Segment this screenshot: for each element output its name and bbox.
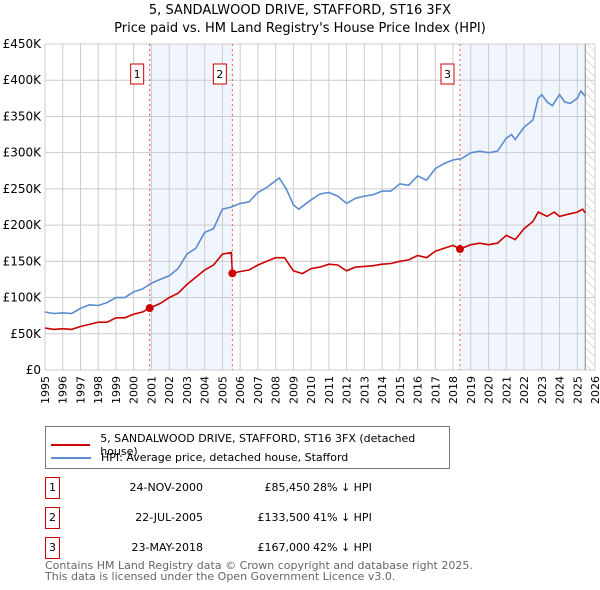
transaction-badge: 2: [45, 507, 60, 529]
y-tick-label: £250K: [3, 182, 43, 196]
x-tick-label: 2007: [252, 376, 265, 404]
y-tick-label: £150K: [3, 254, 43, 268]
transaction-date: 23-MAY-2018: [131, 541, 203, 554]
footer: Contains HM Land Registry data © Crown c…: [45, 560, 473, 582]
x-tick-label: 2012: [341, 376, 354, 404]
y-tick-label: £350K: [3, 109, 43, 123]
transaction-delta: 41% ↓ HPI: [313, 511, 372, 524]
x-tick-label: 1995: [39, 376, 52, 404]
legend-label: HPI: Average price, detached house, Staf…: [101, 451, 349, 464]
x-tick-label: 2014: [376, 376, 389, 404]
transaction-date: 22-JUL-2005: [135, 511, 203, 524]
hpi-line: [44, 89, 586, 315]
sale-label: 1: [134, 68, 141, 81]
x-tick-label: 2020: [483, 376, 496, 404]
legend: 5, SANDALWOOD DRIVE, STAFFORD, ST16 3FX …: [45, 426, 450, 469]
sale-period-shade: [459, 44, 586, 370]
x-tick-label: 2000: [128, 376, 141, 404]
transaction-price: £167,000: [257, 541, 311, 554]
legend-swatch-blue: [51, 456, 91, 459]
transaction-row: 2 22-JUL-2005 £133,500 41% ↓ HPI: [45, 507, 465, 529]
transaction-row: 1 24-NOV-2000 £85,450 28% ↓ HPI: [45, 477, 465, 499]
x-tick-label: 2018: [447, 376, 460, 404]
y-tick-label: £0: [26, 363, 41, 377]
x-tick-label: 2009: [287, 376, 300, 404]
sale-point: [455, 245, 464, 254]
transaction-badge: 3: [45, 537, 60, 559]
x-tick-label: 2026: [589, 376, 600, 404]
sale-label-box: [212, 63, 227, 85]
x-tick-label: 2023: [536, 376, 549, 404]
chart-title: 5, SANDALWOOD DRIVE, STAFFORD, ST16 3FX: [148, 3, 452, 18]
price-chart: 1995 1996 1997 1998 1999 2000 2001 2002 2003 2004…: [3, 37, 600, 404]
y-tick-label: £200K: [3, 218, 43, 232]
future-hatch: [585, 44, 595, 370]
footer-licence: This data is licensed under the Open Gov…: [45, 570, 396, 583]
x-tick-label: 2022: [518, 376, 531, 404]
x-tick-label: 2019: [465, 376, 478, 404]
sale-label: 2: [216, 68, 223, 81]
y-tick-label: £300K: [3, 146, 43, 160]
x-tick-label: 1998: [92, 376, 105, 404]
transaction-date: 24-NOV-2000: [129, 481, 203, 494]
x-tick-label: 2002: [163, 376, 176, 404]
sale-label-box: [130, 63, 145, 85]
transaction-row: 3 23-MAY-2018 £167,000 42% ↓ HPI: [45, 537, 465, 559]
x-tick-label: 2003: [181, 376, 194, 404]
legend-label: 5, SANDALWOOD DRIVE, STAFFORD, ST16 3FX …: [100, 432, 416, 458]
x-tick-label: 1997: [74, 376, 87, 404]
sale-point: [228, 269, 237, 278]
sale-label: 3: [444, 68, 451, 81]
x-tick-label: 2005: [216, 376, 229, 404]
x-tick-label: 2015: [394, 376, 407, 404]
x-tick-label: 1996: [57, 376, 70, 404]
legend-swatch-red: [51, 444, 91, 446]
y-tick-label: £400K: [3, 73, 43, 87]
transaction-price: £133,500: [257, 511, 311, 524]
x-tick-label: 1999: [110, 376, 123, 404]
x-tick-label: 2006: [234, 376, 247, 404]
x-tick-label: 2021: [500, 376, 513, 404]
y-tick-label: £450K: [3, 37, 43, 51]
transaction-badge: 1: [45, 477, 60, 499]
transaction-delta: 42% ↓ HPI: [313, 541, 372, 554]
y-tick-label: £50K: [10, 327, 42, 341]
x-tick-label: 2001: [145, 376, 158, 404]
transaction-price: £85,450: [264, 481, 311, 494]
sale-period-shade: [149, 44, 233, 370]
x-tick-label: 2004: [199, 376, 212, 404]
x-tick-label: 2008: [270, 376, 283, 404]
sale-label-box: [440, 63, 455, 85]
x-tick-label: 2017: [429, 376, 442, 404]
x-tick-label: 2011: [323, 376, 336, 404]
legend-item-hpi: HPI: Average price, detached house, Staf…: [51, 451, 348, 464]
x-tick-label: 2024: [554, 376, 567, 404]
property-price-line: [44, 208, 586, 331]
footer-copyright: Contains HM Land Registry data © Crown c…: [45, 559, 473, 572]
x-tick-label: 2016: [412, 376, 425, 404]
x-tick-label: 2010: [305, 376, 318, 404]
x-tick-label: 2025: [571, 376, 584, 404]
sale-point: [145, 304, 154, 313]
legend-item-property: 5, SANDALWOOD DRIVE, STAFFORD, ST16 3FX …: [51, 432, 449, 458]
y-tick-label: £100K: [3, 291, 43, 305]
transaction-delta: 28% ↓ HPI: [313, 481, 372, 494]
chart-subtitle: Price paid vs. HM Land Registry's House …: [114, 21, 486, 36]
x-tick-label: 2013: [358, 376, 371, 404]
